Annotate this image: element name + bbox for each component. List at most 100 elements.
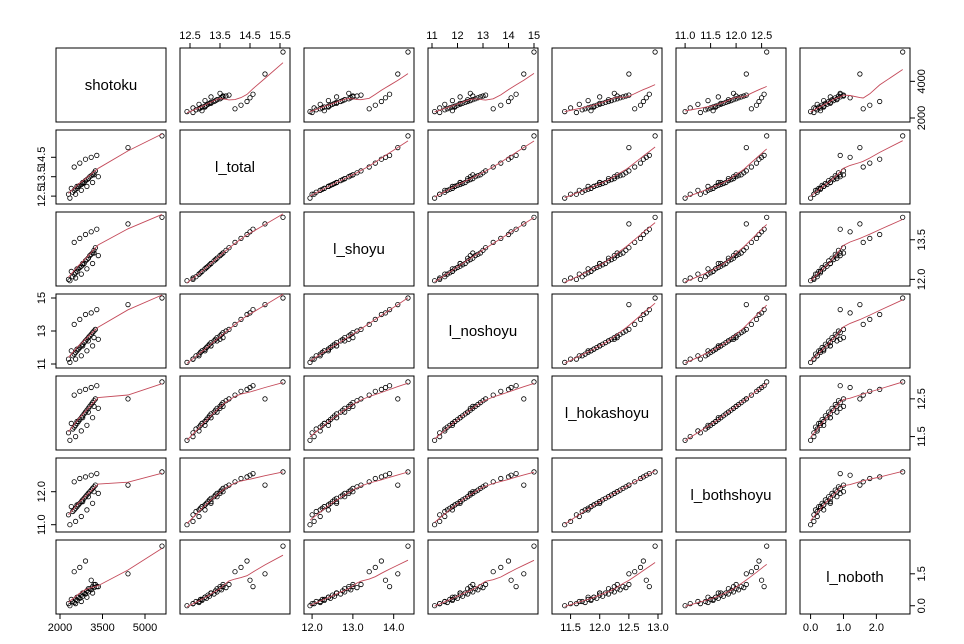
scatter-point <box>87 253 93 259</box>
scatter-point <box>605 338 612 344</box>
scatter-point <box>472 489 478 495</box>
scatter-point <box>900 295 906 301</box>
scatter-point <box>811 518 817 525</box>
scatter-point <box>588 348 594 354</box>
scatter-point <box>159 133 165 139</box>
scatter-point <box>710 104 716 110</box>
scatter-point <box>826 494 832 500</box>
scatter-point <box>857 71 863 77</box>
scatter-point <box>372 316 378 322</box>
scatter-point <box>467 583 473 590</box>
scatter-point <box>753 102 760 108</box>
scatter-point <box>761 383 767 389</box>
scatter-point <box>498 160 504 166</box>
scatter-point <box>637 160 644 166</box>
scatter-point <box>713 266 719 272</box>
scatter-point <box>85 338 91 344</box>
scatter-point <box>821 183 827 189</box>
scatter-point <box>713 346 719 352</box>
scatter-point <box>715 94 721 100</box>
scatter-point <box>193 274 199 280</box>
scatter-point <box>620 583 626 590</box>
scatter-point <box>212 492 219 498</box>
lowess-smoother-line <box>810 218 903 282</box>
scatter-point <box>68 420 74 426</box>
scatter-point <box>588 104 594 110</box>
scatter-point <box>366 321 372 327</box>
scatter-point <box>718 415 724 421</box>
scatter-point <box>91 247 97 253</box>
scatter-point <box>730 253 737 259</box>
scatter-point <box>611 589 617 595</box>
scatter-point <box>687 191 693 197</box>
scatter-point <box>226 92 232 98</box>
scatter-point <box>82 156 89 162</box>
scatter-point <box>202 98 208 104</box>
scatter-point <box>90 590 96 596</box>
panel-frame <box>427 47 539 123</box>
scatter-point <box>646 583 652 590</box>
lowess-smoother-line <box>684 224 768 283</box>
scatter-point <box>78 513 84 520</box>
scatter-point <box>764 543 770 549</box>
x-tick-label: 14 <box>502 30 514 42</box>
y-tick-label: 15 <box>36 292 48 304</box>
scatter-point <box>262 301 268 308</box>
scatter-point <box>482 168 489 174</box>
scatter-point <box>159 543 165 549</box>
lowess-smoother-line <box>68 383 163 433</box>
scatter-point <box>585 349 591 355</box>
scatter-point <box>244 98 250 105</box>
scatter-point <box>900 49 906 55</box>
scatter-point <box>710 348 716 354</box>
panel-frame <box>179 211 291 287</box>
scatter-point <box>211 258 217 264</box>
scatter-point <box>608 336 615 342</box>
y-tick-label: 2000 <box>916 106 928 130</box>
scatter-point <box>816 503 822 510</box>
scatter-point <box>238 475 244 482</box>
scatter-point <box>599 341 606 347</box>
scatter-point <box>643 95 649 101</box>
scatter-point <box>521 145 527 151</box>
scatter-point <box>457 415 463 421</box>
scatter-point <box>199 268 205 274</box>
scatter-point <box>85 409 91 415</box>
scatter-point <box>585 266 591 272</box>
scatter-point <box>821 266 827 272</box>
scatter-point <box>454 182 461 188</box>
x-tick-label: 14.5 <box>239 30 260 42</box>
scatter-point <box>758 577 765 583</box>
scatter-point <box>342 589 348 595</box>
scatter-point <box>250 470 256 477</box>
scatter-point <box>457 498 463 505</box>
scatter-point <box>632 479 638 485</box>
panel-frame <box>427 211 539 287</box>
scatter-point <box>718 100 724 106</box>
scatter-point <box>877 98 883 105</box>
scatter-point <box>325 422 331 428</box>
scatter-point <box>817 268 824 274</box>
scatter-point <box>74 346 80 352</box>
scatter-point <box>832 173 838 179</box>
scatter-point <box>521 396 527 402</box>
x-tick-label: 15.5 <box>269 30 290 42</box>
scatter-point <box>395 71 401 77</box>
diagonal-label-l_total: l_total <box>215 159 255 176</box>
scatter-point <box>498 388 504 394</box>
panel-frame <box>675 375 787 451</box>
scatter-point <box>85 586 91 592</box>
scatter-point <box>608 492 615 498</box>
scatter-point <box>405 49 411 55</box>
scatter-point <box>652 543 658 549</box>
scatter-point <box>591 183 597 189</box>
scatter-point <box>705 599 711 606</box>
panel-frame <box>551 375 663 451</box>
scatter-point <box>498 235 504 241</box>
lowess-smoother-line <box>434 382 535 440</box>
scatter-point <box>350 93 356 99</box>
lowess-smoother-line <box>434 471 535 523</box>
scatter-point <box>594 500 600 506</box>
diagonal-label-l_bothshoyu: l_bothshoyu <box>691 487 772 504</box>
diagonal-label-l_hokashoyu: l_hokashoyu <box>565 405 649 422</box>
